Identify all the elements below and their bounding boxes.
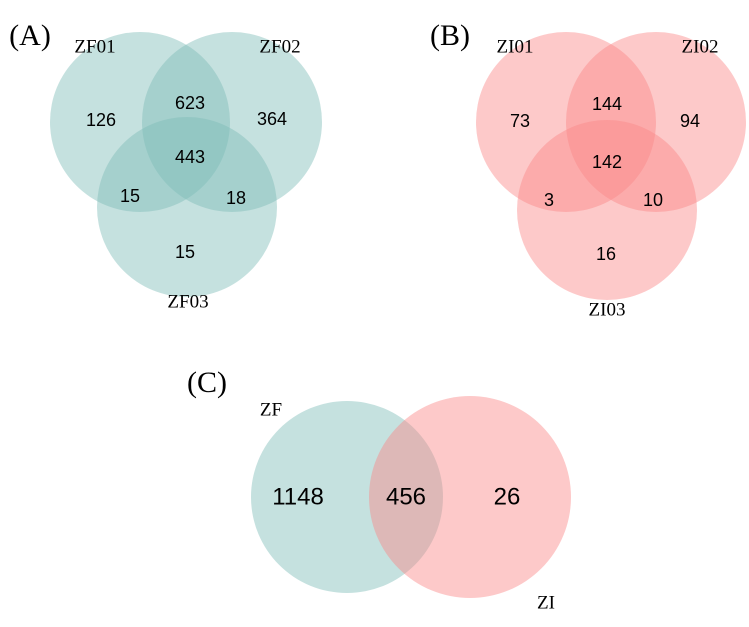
- set-label: ZI: [537, 592, 555, 613]
- circle: [476, 32, 656, 212]
- venn-b: (B) ZI01 ZI02 ZI03 73 144 94 142 3 10 16: [430, 19, 746, 320]
- panel-label: (A): [9, 19, 51, 52]
- region-count: 26: [494, 483, 521, 510]
- set-label: ZI01: [497, 36, 534, 57]
- region-count: 15: [120, 186, 140, 206]
- set-label: ZF: [260, 399, 282, 420]
- region-count: 144: [592, 94, 622, 114]
- circle: [566, 32, 746, 212]
- region-count: 126: [86, 110, 116, 130]
- region-count: 16: [596, 244, 616, 264]
- region-count: 18: [226, 188, 246, 208]
- set-label: ZF03: [167, 291, 208, 312]
- circle: [50, 32, 230, 212]
- region-count: 142: [592, 152, 622, 172]
- set-label: ZF02: [259, 36, 300, 57]
- region-count: 456: [386, 483, 426, 510]
- region-count: 94: [680, 111, 700, 131]
- region-count: 1148: [272, 483, 324, 510]
- region-count: 73: [510, 111, 530, 131]
- venn-c: (C) ZF ZI 1148 456 26: [187, 366, 571, 613]
- circle: [142, 32, 322, 212]
- region-count: 364: [257, 109, 287, 129]
- region-count: 623: [175, 93, 205, 113]
- circle: [251, 401, 443, 593]
- region-count: 15: [175, 242, 195, 262]
- region-count: 443: [175, 147, 205, 167]
- region-count: 10: [643, 190, 663, 210]
- circle: [369, 396, 571, 598]
- circle: [517, 120, 697, 300]
- panel-label: (C): [187, 366, 227, 399]
- set-label: ZI03: [589, 299, 626, 320]
- set-label: ZF01: [74, 36, 115, 57]
- region-count: 3: [544, 190, 554, 210]
- panel-label: (B): [430, 19, 470, 52]
- set-label: ZI02: [682, 36, 719, 57]
- venn-a: (A) ZF01 ZF02 ZF03 126 623 364 443 15 18…: [9, 19, 322, 312]
- circle: [97, 117, 277, 297]
